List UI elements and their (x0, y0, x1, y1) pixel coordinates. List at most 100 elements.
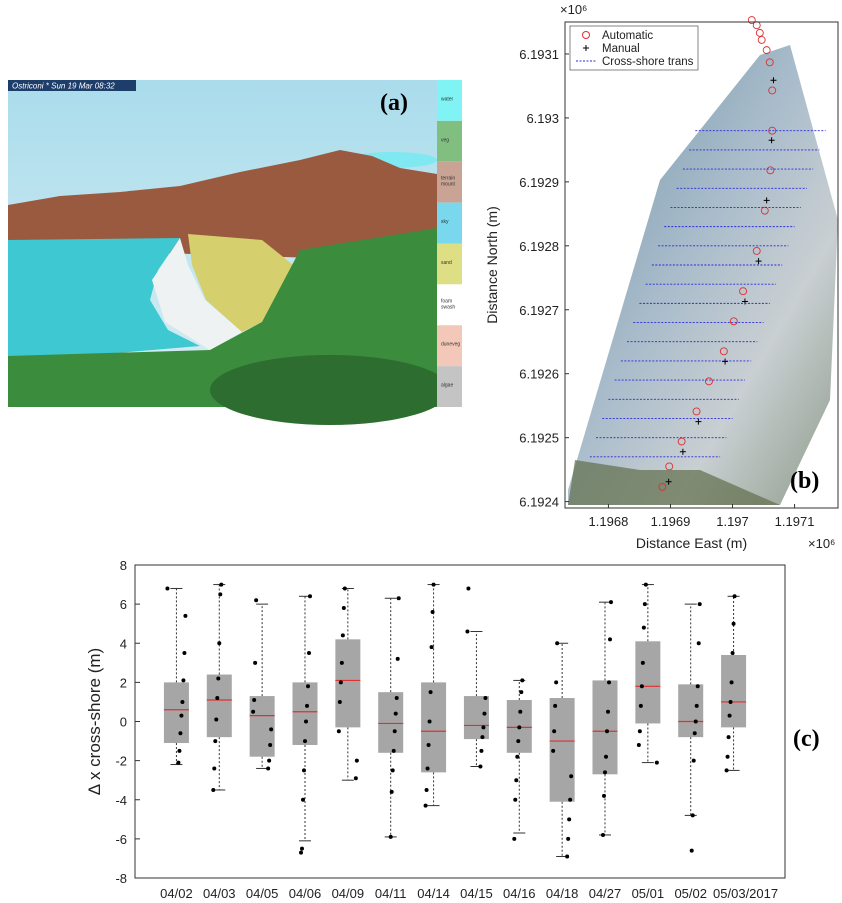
point (425, 766, 430, 771)
point (640, 660, 645, 665)
point (431, 582, 436, 587)
point (338, 680, 343, 685)
point (553, 703, 558, 708)
point (182, 651, 187, 656)
x-scale-label: ×10⁶ (808, 536, 835, 551)
y-tick-label: 6.193 (526, 111, 559, 126)
box (721, 654, 747, 728)
point (218, 592, 223, 597)
point (254, 598, 259, 603)
legend-swatch (437, 120, 462, 162)
point (217, 641, 222, 646)
box (292, 682, 318, 745)
manual-point (770, 77, 777, 84)
point (354, 758, 359, 763)
sea (8, 238, 200, 362)
point (299, 850, 303, 855)
y-tick-label: -6 (115, 832, 127, 847)
point (339, 660, 344, 665)
box (378, 692, 404, 753)
point (304, 719, 308, 724)
point (165, 586, 170, 591)
point (305, 703, 309, 708)
y-tick-label: -8 (115, 871, 127, 886)
point (423, 803, 428, 808)
point (428, 690, 433, 695)
box (163, 682, 189, 744)
legend-label: Automatic (602, 30, 653, 42)
panel-label: (a) (380, 90, 408, 116)
point (482, 711, 487, 716)
y-tick-label: 0 (120, 715, 127, 730)
point (566, 836, 571, 841)
y-scale-label: ×10⁶ (560, 2, 587, 17)
point (552, 729, 557, 734)
y-tick-label: -4 (115, 793, 127, 808)
point (520, 678, 525, 683)
image-panel: Ostriconi * Sun 19 Mar 08:32 (a) water ve… (8, 80, 462, 425)
point (392, 729, 397, 734)
automatic-point (752, 21, 761, 30)
vegetation-dark (210, 355, 450, 425)
x-axis-label: Distance East (m) (636, 535, 747, 551)
manual-point (695, 418, 702, 425)
point (395, 656, 400, 661)
automatic-point (658, 482, 667, 491)
point (177, 748, 182, 753)
point (176, 760, 181, 765)
y-tick-label: 6.1929 (519, 175, 559, 190)
point (513, 797, 518, 802)
point (606, 709, 610, 714)
point (483, 696, 488, 701)
point (515, 754, 520, 759)
box (421, 682, 447, 773)
point (300, 846, 304, 851)
legend-label: duneveg (441, 342, 460, 348)
y-tick-label: 4 (120, 636, 127, 651)
point (181, 678, 186, 683)
point (336, 729, 341, 734)
orthophoto-vegetation (568, 460, 780, 505)
x-tick-label: 04/03 (203, 886, 236, 901)
legend-box (569, 25, 699, 71)
y-tick-label: 6.1928 (519, 239, 559, 254)
point (253, 660, 258, 665)
point (180, 699, 185, 704)
point (692, 731, 697, 736)
legend-label: water (441, 96, 454, 102)
point (512, 836, 517, 841)
point (643, 582, 648, 587)
x-tick-label: 04/11 (375, 886, 407, 901)
point (639, 684, 644, 689)
y-tick-label: 8 (120, 558, 127, 573)
x-tick-label: 05/02 (674, 886, 707, 901)
box (592, 680, 618, 775)
point (604, 754, 608, 759)
box (678, 684, 704, 738)
point (307, 651, 311, 656)
legend-label: algae (441, 383, 453, 389)
point (607, 680, 611, 685)
point (516, 739, 521, 744)
point (724, 768, 729, 773)
point (641, 625, 646, 630)
x-tick-label: 04/05 (246, 886, 279, 901)
legend-label: veg (441, 137, 449, 143)
point (388, 834, 393, 839)
manual-point (755, 258, 762, 265)
point (342, 586, 347, 591)
axes-frame (134, 564, 786, 879)
point (690, 813, 695, 818)
point (429, 645, 434, 650)
x-tick-label: 05/03/2017 (713, 886, 778, 901)
box (463, 696, 489, 740)
point (691, 758, 696, 763)
point (353, 776, 358, 781)
point (393, 711, 398, 716)
automatic-point (757, 35, 766, 44)
point (212, 766, 217, 771)
x-tick-label: 1.1971 (775, 514, 815, 529)
point (389, 789, 394, 794)
legend-label: Manual (602, 43, 640, 55)
point (654, 760, 659, 765)
